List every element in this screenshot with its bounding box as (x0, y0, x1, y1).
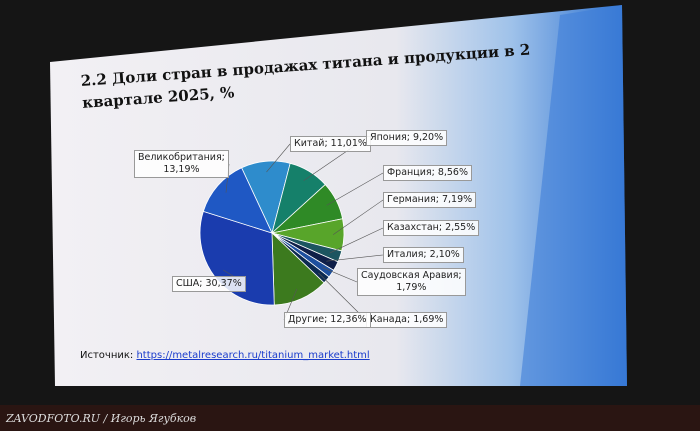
leader-line (326, 172, 384, 206)
slice-label: Канада; 1,69% (366, 312, 448, 328)
slice-label: Саудовская Аравия; 1,79% (357, 268, 466, 296)
slice-label: США; 30,37% (172, 276, 246, 292)
slice-label: Другие; 12,36% (284, 312, 371, 328)
leader-line (322, 267, 358, 283)
leader-line (333, 199, 384, 235)
slice-label: Япония; 9,20% (366, 130, 448, 146)
source-link[interactable]: https://metalresearch.ru/titanium_market… (136, 350, 370, 361)
slice-label: Китай; 11,01% (290, 136, 371, 152)
slice-label: Италия; 2,10% (383, 247, 464, 263)
slice-label: Франция; 8,56% (383, 165, 472, 181)
slice-label: Германия; 7,19% (383, 192, 477, 208)
leader-line (326, 254, 384, 262)
slice-label: Великобритания; 13,19% (134, 150, 229, 178)
slide-decor (520, 5, 627, 386)
seats (0, 405, 700, 431)
source: Источник: https://metalresearch.ru/titan… (80, 350, 370, 361)
slice-label: Казахстан; 2,55% (383, 220, 480, 236)
watermark: ZAVODFOTO.RU / Игорь Ягубков (6, 412, 197, 425)
pie-slice (202, 167, 273, 234)
source-label: Источник: (80, 350, 134, 361)
leader-line (329, 227, 384, 254)
leader-line (266, 143, 291, 173)
